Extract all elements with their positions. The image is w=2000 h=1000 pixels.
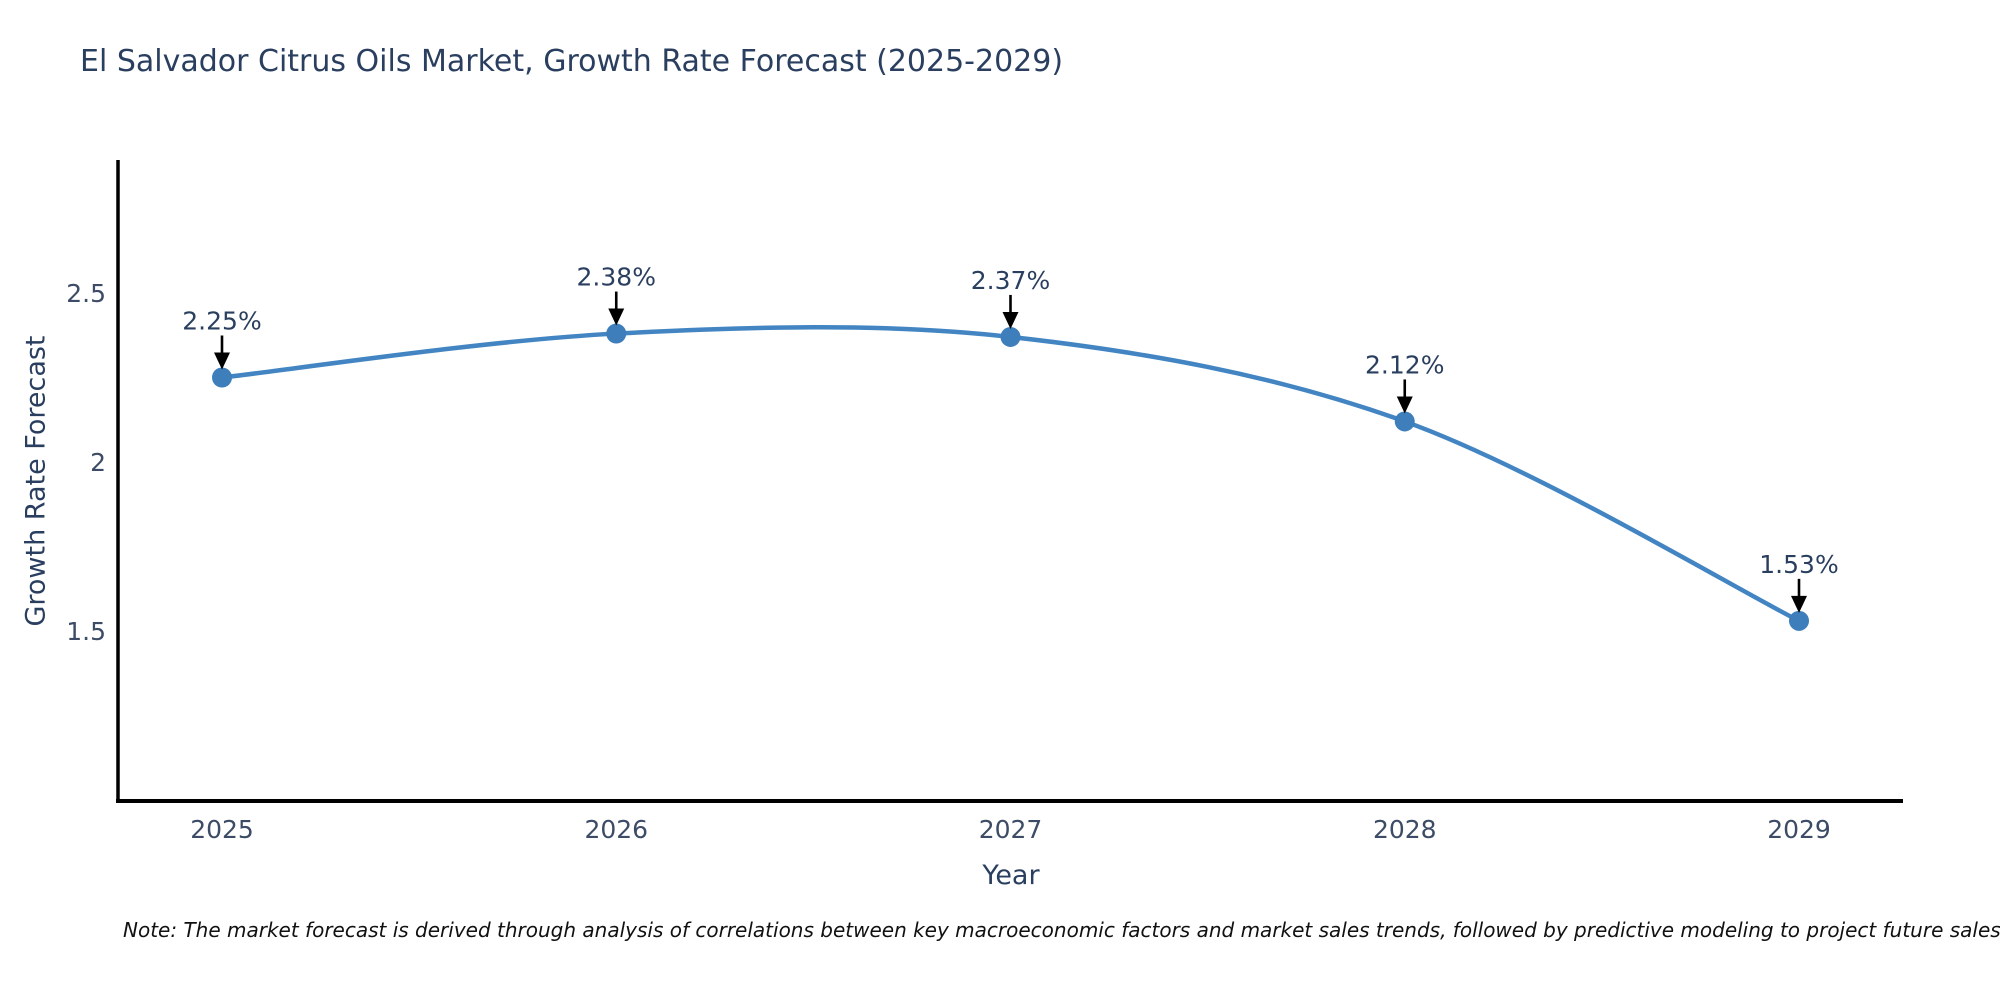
footnote: Note: The market forecast is derived thr… [123,918,2000,942]
x-tick-label: 2027 [979,815,1043,844]
data-point-marker [1789,610,1809,631]
x-tick-label: 2026 [584,815,648,844]
data-point-label: 1.53% [1759,550,1838,579]
annotation-arrow-head [608,308,625,326]
y-tick-label: 1.5 [66,617,106,646]
x-tick-label: 2029 [1767,815,1831,844]
x-tick-label: 2025 [190,815,254,844]
data-point-marker [1000,326,1021,347]
annotation-arrow-head [1002,311,1019,329]
annotation-arrow-head [1791,595,1807,613]
forecast-line [219,324,1802,624]
x-axis-title: Year [982,860,1040,891]
data-point-label: 2.25% [182,307,261,336]
data-point-marker [1394,411,1415,432]
annotation-arrow-head [1396,396,1413,414]
y-tick-label: 2 [90,448,106,477]
data-point-marker [606,323,627,344]
data-point-label: 2.12% [1365,350,1444,379]
annotation-arrow-head [214,352,230,370]
chart-title: El Salvador Citrus Oils Market, Growth R… [80,44,1064,79]
data-point-label: 2.37% [971,266,1050,295]
x-tick-label: 2028 [1373,815,1437,844]
data-point-label: 2.38% [577,263,656,292]
data-point-marker [212,367,232,388]
y-tick-label: 2.5 [66,279,106,308]
